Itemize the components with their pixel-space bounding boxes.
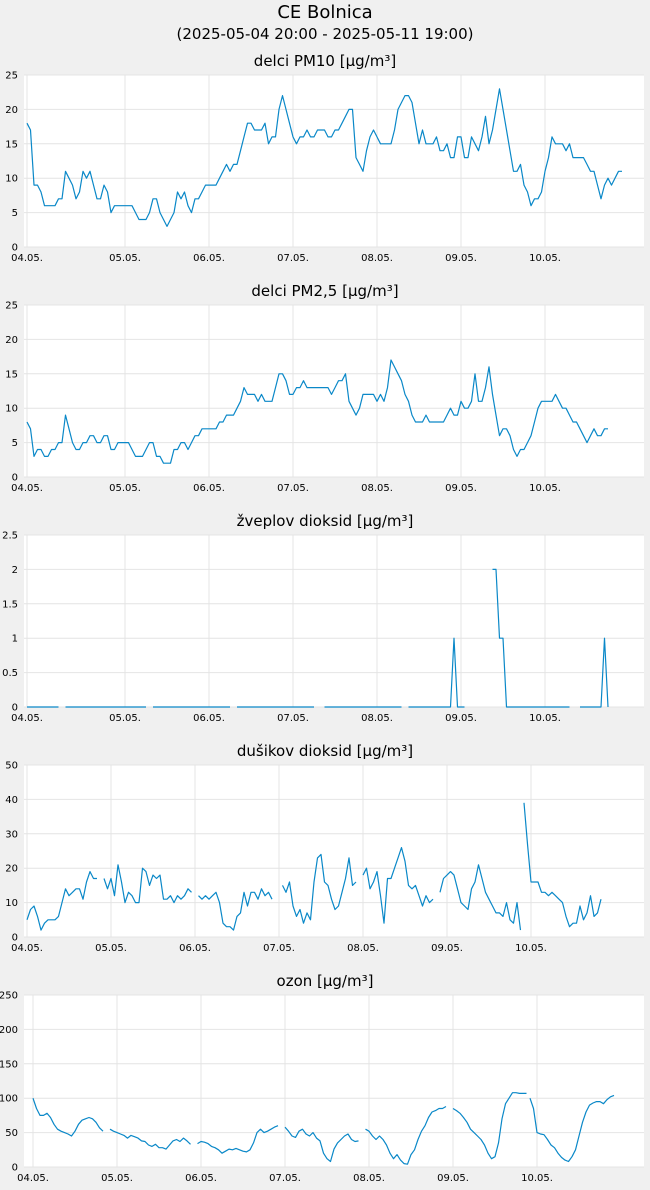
y-tick-label: 0 <box>12 473 18 484</box>
x-tick-label: 04.05. <box>11 253 43 264</box>
y-tick-label: 2.5 <box>2 531 18 542</box>
chart-title: žveplov dioksid [µg/m³] <box>236 512 414 530</box>
y-tick-label: 15 <box>5 369 18 380</box>
x-tick-label: 06.05. <box>193 713 225 724</box>
y-tick-label: 10 <box>5 404 18 415</box>
chart-title: dušikov dioksid [µg/m³] <box>236 742 414 760</box>
y-tick-label: 200 <box>0 1025 18 1036</box>
chart-title: ozon [µg/m³] <box>276 972 374 990</box>
y-tick-label: 0 <box>12 243 18 254</box>
y-tick-label: 10 <box>5 898 18 909</box>
x-tick-label: 07.05. <box>277 483 309 494</box>
y-tick-label: 20 <box>5 105 18 116</box>
y-tick-label: 25 <box>5 71 18 82</box>
x-tick-label: 06.05. <box>193 483 225 494</box>
x-tick-label: 08.05. <box>353 1173 385 1184</box>
y-tick-label: 25 <box>5 301 18 312</box>
x-tick-label: 10.05. <box>529 483 561 494</box>
y-tick-label: 1 <box>12 634 18 645</box>
chart-svg: 0 5 10 15 20 25 04.05. 05.05. 06.05. 07.05. 08.05.… <box>5 71 644 264</box>
y-tick-label: 20 <box>5 864 18 875</box>
x-tick-label: 08.05. <box>361 253 393 264</box>
x-tick-label: 09.05. <box>437 1173 469 1184</box>
x-tick-label: 04.05. <box>11 943 43 954</box>
y-tick-label: 5 <box>12 438 18 449</box>
x-tick-label: 07.05. <box>277 253 309 264</box>
x-tick-label: 08.05. <box>361 483 393 494</box>
y-tick-label: 5 <box>12 208 18 219</box>
page-title: CE Bolnica <box>277 2 373 23</box>
date-range-subtitle: (2025-05-04 20:00 - 2025-05-11 19:00) <box>176 25 474 43</box>
series-line <box>32 1092 615 1165</box>
y-tick-label: 1.5 <box>2 599 18 610</box>
x-tick-label: 10.05. <box>515 943 547 954</box>
x-tick-label: 08.05. <box>361 713 393 724</box>
chart-svg: 0 5 10 15 20 25 04.05. 05.05. 06.05. 07.05. 08.05.… <box>5 301 644 494</box>
y-tick-label: 100 <box>0 1094 18 1105</box>
chart-svg: 0 10 20 30 40 50 04.05. 05.05. 06.05. 07.05. 08.05… <box>5 761 644 954</box>
series-line <box>26 802 602 931</box>
plot-area <box>24 75 644 247</box>
series-line <box>26 359 608 464</box>
y-tick-label: 0 <box>12 1163 18 1174</box>
plot-area <box>24 765 644 937</box>
x-tick-label: 04.05. <box>11 483 43 494</box>
x-tick-label: 04.05. <box>11 713 43 724</box>
chart-svg: 0 0.5 1 1.5 2 2.5 04.05. 05.05. 06.05. 07.05. 08.0… <box>2 531 644 724</box>
x-tick-label: 04.05. <box>17 1173 49 1184</box>
chart-title: delci PM2,5 [µg/m³] <box>251 282 399 300</box>
x-tick-label: 06.05. <box>193 253 225 264</box>
x-tick-label: 07.05. <box>277 713 309 724</box>
chart-title: delci PM10 [µg/m³] <box>253 52 397 70</box>
x-tick-label: 05.05. <box>109 483 141 494</box>
plot-area <box>24 535 644 707</box>
y-tick-label: 50 <box>5 761 18 772</box>
x-tick-label: 09.05. <box>445 483 477 494</box>
x-tick-label: 05.05. <box>109 253 141 264</box>
plot-area <box>24 305 644 477</box>
x-tick-label: 05.05. <box>101 1173 133 1184</box>
y-tick-label: 15 <box>5 139 18 150</box>
x-tick-label: 08.05. <box>347 943 379 954</box>
y-tick-label: 40 <box>5 795 18 806</box>
x-tick-label: 09.05. <box>445 253 477 264</box>
x-tick-label: 09.05. <box>431 943 463 954</box>
x-tick-label: 05.05. <box>95 943 127 954</box>
y-tick-label: 2 <box>12 565 18 576</box>
y-tick-label: 0 <box>12 933 18 944</box>
x-tick-label: 10.05. <box>529 253 561 264</box>
chart-svg: 0 50 100 150 200 250 04.05. 05.05. 06.05. 07.05. 0… <box>0 991 644 1184</box>
y-tick-label: 150 <box>0 1059 18 1070</box>
x-tick-label: 10.05. <box>521 1173 553 1184</box>
x-tick-label: 07.05. <box>269 1173 301 1184</box>
x-tick-label: 06.05. <box>179 943 211 954</box>
series-line <box>26 88 622 227</box>
y-tick-label: 250 <box>0 991 18 1002</box>
x-tick-label: 10.05. <box>529 713 561 724</box>
x-tick-label: 05.05. <box>109 713 141 724</box>
x-tick-label: 07.05. <box>263 943 295 954</box>
y-tick-label: 50 <box>5 1128 18 1139</box>
y-tick-label: 10 <box>5 174 18 185</box>
x-tick-label: 09.05. <box>445 713 477 724</box>
x-tick-label: 06.05. <box>185 1173 217 1184</box>
y-tick-label: 0.5 <box>2 668 18 679</box>
series-line <box>27 568 609 708</box>
y-tick-label: 30 <box>5 829 18 840</box>
y-tick-label: 20 <box>5 335 18 346</box>
y-tick-label: 0 <box>12 703 18 714</box>
